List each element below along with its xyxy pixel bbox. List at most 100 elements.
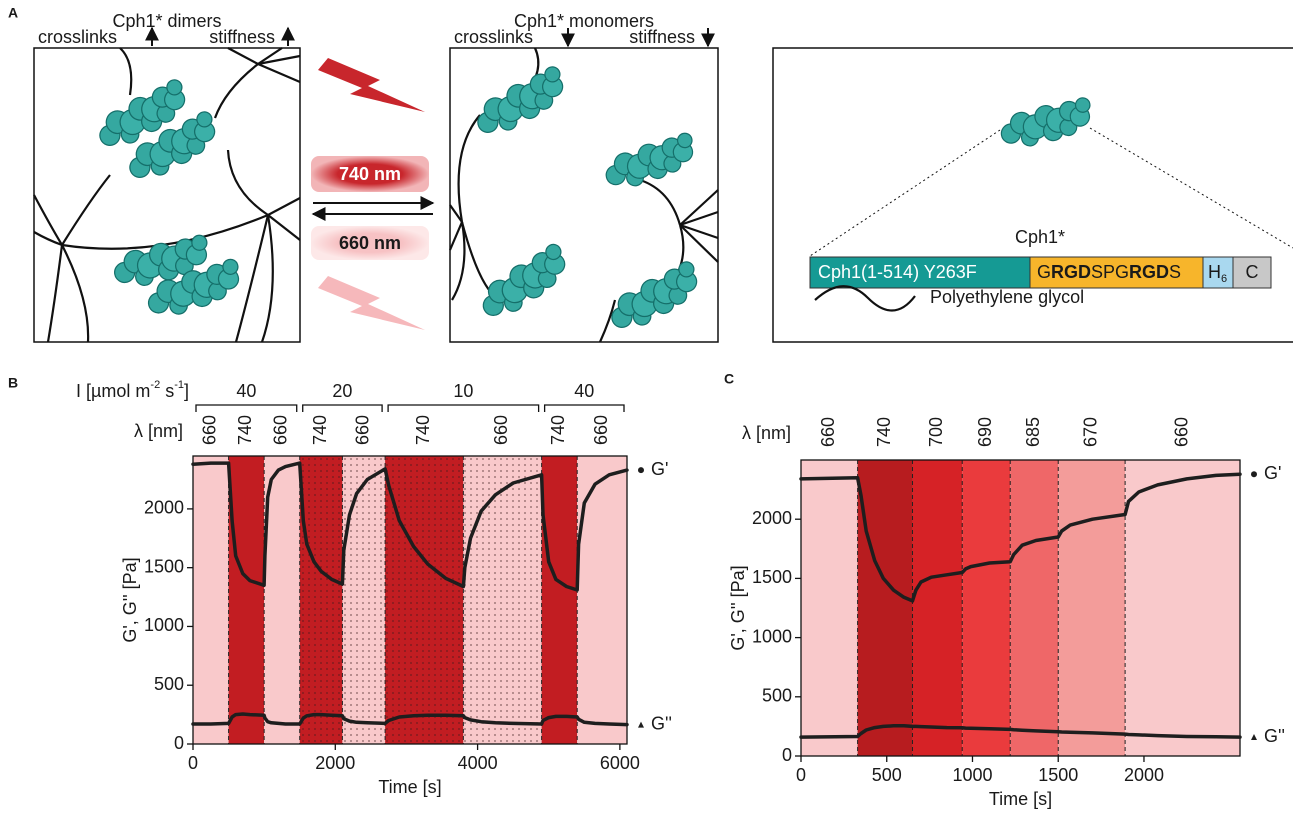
chart: C 660 740 700 690 685 670 660 λ [nm] 0 500 1000 1500… [724,371,1285,809]
x-axis-title: Time [s] [378,777,441,797]
wavelength-label: 685 [1023,417,1043,447]
y-axis-title: G', G'' [Pa] [728,565,748,650]
domain-label: H6 [1208,262,1227,285]
light-region [1010,460,1059,756]
y-tick-label: 0 [174,733,184,753]
polymer-network [33,47,301,343]
legend-marker [638,467,644,474]
wavelength-axis-label: λ [nm] [134,421,183,441]
y-tick-label: 1500 [752,567,792,587]
seq: G [1037,262,1051,282]
y-axis-title: G', G'' [Pa] [120,557,140,642]
label-part: I [µmol m [76,381,150,401]
zoom-line [1089,127,1293,249]
domain [1232,256,1272,289]
domain-label: Cph1(1-514) Y263F [818,262,977,282]
y-tick-label: 500 [154,674,184,694]
plot-frame [800,459,1241,757]
seq: SPG [1091,262,1129,282]
legend-marker [638,721,644,728]
light-region [264,456,300,744]
domain [1202,256,1234,289]
legend-marker [1251,734,1257,741]
property-label: crosslinks [38,27,117,47]
wavelength-label: 740 [413,415,433,445]
peg-symbol [814,285,916,312]
light-region [541,456,578,744]
property-label: stiffness [209,27,275,47]
y-tick-label: 2000 [144,498,184,518]
chart: B 660 740 660 740 660 740 660 740 660 λ [nm] 40 20 10… [8,375,672,797]
property-label: crosslinks [454,27,533,47]
state-title: Cph1* dimers [112,11,221,31]
tag: H [1208,262,1221,282]
superscript: -2 [150,379,160,391]
x-tick-label: 2000 [315,753,355,773]
panel-label: A [8,5,18,21]
superscript: -1 [174,379,184,391]
legend-marker [1251,471,1257,478]
wavelength-label: 660 [591,415,611,445]
state-title: Cph1* monomers [514,11,654,31]
wavelength-label: 740 [310,415,330,445]
domain [1029,256,1204,289]
x-axis-title: Time [s] [989,789,1052,809]
intensity-bracket [302,404,383,412]
y-tick-label: 2000 [752,508,792,528]
wavelength-label: 740 [874,417,894,447]
wavelength-label: 700 [926,417,946,447]
y-tick-label: 1500 [144,556,184,576]
domain-label: GRGDSPGRGDS [1037,262,1181,282]
wavelength-axis-label: λ [nm] [742,423,791,443]
legend-label: Polyethylene glycol [930,287,1084,307]
intensity-pattern [385,456,464,744]
wavelength-label: 740 [235,415,255,445]
series-label: G'' [651,713,672,733]
wavelength-label: 690 [975,417,995,447]
wavelength-label: 660 [818,417,838,447]
x-tick-label: 0 [188,753,198,773]
y-tick-label: 1000 [752,626,792,646]
intensity-pattern [299,456,343,744]
series-label: G'' [1264,726,1285,746]
intensity-bracket [543,404,625,412]
light-region [1125,460,1240,756]
panel-label: B [8,375,18,391]
lightning-740 [318,58,425,112]
y-tick-label: 1000 [144,615,184,635]
light-box [311,156,429,192]
x-tick-label: 500 [872,765,902,785]
wavelength-label: 670 [1080,417,1100,447]
intensity-pattern [463,456,542,744]
light-label: 740 nm [339,164,401,184]
intensity-pattern [342,456,386,744]
wavelength-label: 740 [548,415,568,445]
label-part: ] [184,381,189,401]
tag-sub: 6 [1221,273,1227,285]
property-label: stiffness [629,27,695,47]
x-tick-label: 4000 [458,753,498,773]
intensity-value: 40 [574,381,594,401]
light-region [1058,460,1126,756]
seq: S [1169,262,1181,282]
lightning-660 [318,276,425,330]
light-box [311,226,429,260]
intensity-value: 40 [236,381,256,401]
x-tick-label: 2000 [1124,765,1164,785]
light-label: 660 nm [339,233,401,253]
data-line [191,461,629,592]
x-tick-label: 0 [796,765,806,785]
light-region [801,460,858,756]
data-line [799,472,1242,603]
wavelength-label: 660 [1171,417,1191,447]
series-label: G' [1264,463,1281,483]
seq-motif: RGD [1129,262,1169,282]
intensity-axis-label: I [µmol m-2 s-1] [76,379,189,401]
construct-box [772,47,1293,343]
intensity-value: 20 [332,381,352,401]
construct-name: Cph1* [1015,227,1065,247]
panel-a: A Cph1* dimers crosslinks stiffness [8,5,1293,343]
domain-label: C [1246,262,1259,282]
